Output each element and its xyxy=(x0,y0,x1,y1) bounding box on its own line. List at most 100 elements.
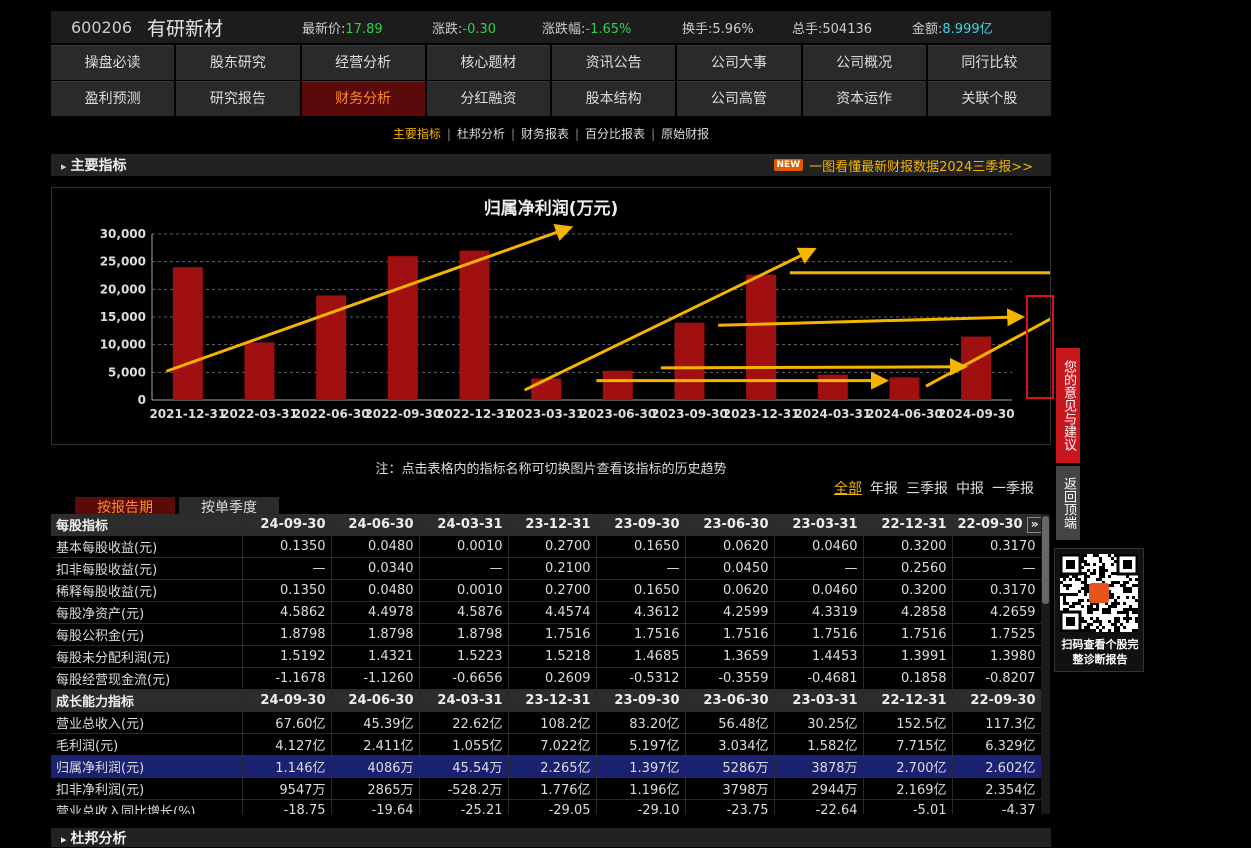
quote-item: 换手:5.96% xyxy=(682,18,792,37)
subnav-item[interactable]: 主要指标 xyxy=(392,127,441,141)
indicator-name[interactable]: 营业总收入同比增长(%) xyxy=(51,799,243,814)
report-filter[interactable]: 一季报 xyxy=(992,481,1034,497)
table-row[interactable]: 每股未分配利润(元) 1.5192 1.4321 1.5223 1.5218 1.4685… xyxy=(51,645,1041,668)
table-row[interactable]: 扣非每股收益(元) —0.0340—0.2100—0.0450—0.2560— xyxy=(51,557,1041,580)
nav-item[interactable]: 经营分析 xyxy=(301,45,425,80)
indicator-name[interactable]: 每股未分配利润(元) xyxy=(51,645,243,668)
date-header-cell: 23-09-30 xyxy=(596,514,686,536)
nav-item[interactable]: 核心题材 xyxy=(426,45,550,80)
report-filter[interactable]: 三季报 xyxy=(906,481,948,497)
table-scrollbar[interactable] xyxy=(1041,514,1050,814)
indicator-value: 7.715亿 xyxy=(863,733,953,756)
indicator-name[interactable]: 基本每股收益(元) xyxy=(51,535,243,558)
quote-item: 总手:504136 xyxy=(792,18,912,37)
chart-bar[interactable] xyxy=(889,377,920,400)
indicator-value: 1.3980 xyxy=(952,645,1041,668)
qr-panel[interactable]: 扫码查看个股完整诊断报告 xyxy=(1054,548,1144,672)
table-row[interactable]: 毛利润(元) 4.127亿 2.411亿 1.055亿 7.022亿 5.197亿 3.03… xyxy=(51,733,1041,756)
nav-item[interactable]: 公司大事 xyxy=(677,45,801,80)
period-tab[interactable]: 按报告期 xyxy=(75,497,175,519)
indicator-name[interactable]: 稀释每股收益(元) xyxy=(51,579,243,602)
nav-item[interactable]: 财务分析 xyxy=(301,81,425,116)
nav-item[interactable]: 同行比较 xyxy=(927,45,1051,80)
bottom-section-bar[interactable]: 杜邦分析 xyxy=(51,828,1051,847)
indicator-value: 7.022亿 xyxy=(508,733,597,756)
indicator-value: 0.0480 xyxy=(331,579,420,602)
table-row[interactable]: 每股净资产(元) 4.5862 4.4978 4.5876 4.4574 4.3612 4.… xyxy=(51,601,1041,624)
table-row[interactable]: 扣非净利润(元) 9547万 2865万 -528.2万 1.776亿 1.196亿 379… xyxy=(51,777,1041,800)
table-row[interactable]: 基本每股收益(元) 0.1350 0.0480 0.0010 0.2700 0.1650 0… xyxy=(51,535,1041,558)
nav-item[interactable]: 股东研究 xyxy=(176,45,300,80)
indicator-name[interactable]: 扣非每股收益(元) xyxy=(51,557,243,580)
subnav-item[interactable]: 百分比报表 xyxy=(585,127,646,141)
report-filter[interactable]: 年报 xyxy=(870,481,898,497)
chart-bar[interactable] xyxy=(746,274,777,400)
indicator-name[interactable]: 毛利润(元) xyxy=(51,733,243,756)
x-tick-label: 2021-12-31 xyxy=(149,407,226,421)
table-row[interactable]: 归属净利润(元) 1.146亿 4086万 45.54万 2.265亿 1.397亿 528… xyxy=(51,755,1041,778)
chart-bar[interactable] xyxy=(531,378,562,400)
indicator-value: 0.0450 xyxy=(685,557,775,580)
nav-item[interactable]: 研究报告 xyxy=(176,81,300,116)
next-page-icon[interactable]: » xyxy=(1026,516,1040,533)
promo-link[interactable]: NEW 一图看懂最新财报数据2024三季报>> xyxy=(773,156,1051,175)
qr-code-icon xyxy=(1060,554,1138,632)
indicator-name[interactable]: 每股经营现金流(元) xyxy=(51,667,243,690)
subnav-item[interactable]: 原始财报 xyxy=(661,127,710,141)
table-row[interactable]: 每股经营现金流(元) -1.1678 -1.1260 -0.6656 0.2609 -0.… xyxy=(51,667,1041,690)
quote-value: -1.65% xyxy=(585,21,632,37)
subnav-separator: | xyxy=(651,127,656,141)
table-row[interactable]: 稀释每股收益(元) 0.1350 0.0480 0.0010 0.2700 0.1650 0… xyxy=(51,579,1041,602)
indicator-value: -29.05 xyxy=(508,799,597,814)
indicator-name[interactable]: 营业总收入(元) xyxy=(51,711,243,734)
date-header-cell: 24-06-30 xyxy=(331,689,420,712)
report-filter[interactable]: 全部 xyxy=(834,481,862,497)
section-bar: 主要指标 NEW 一图看懂最新财报数据2024三季报>> xyxy=(51,154,1051,176)
scroll-thumb[interactable] xyxy=(1042,516,1049,604)
chart-bar[interactable] xyxy=(817,374,848,400)
indicator-value: 5286万 xyxy=(685,755,775,778)
indicator-value: 0.3170 xyxy=(952,579,1041,602)
promo-text: 一图看懂最新财报数据2024三季报>> xyxy=(809,159,1033,175)
back-to-top-button[interactable]: 返回顶端 xyxy=(1056,466,1080,540)
indicator-value: 45.54万 xyxy=(419,755,509,778)
indicator-value: 2944万 xyxy=(774,777,864,800)
chart-bar[interactable] xyxy=(244,342,275,400)
indicator-name[interactable]: 归属净利润(元) xyxy=(51,755,243,778)
nav-item[interactable]: 公司概况 xyxy=(802,45,926,80)
indicator-name[interactable]: 每股公积金(元) xyxy=(51,623,243,646)
indicator-value: 1.7516 xyxy=(685,623,775,646)
indicator-name[interactable]: 扣非净利润(元) xyxy=(51,777,243,800)
nav-item[interactable]: 关联个股 xyxy=(927,81,1051,116)
subnav-item[interactable]: 财务报表 xyxy=(520,127,569,141)
report-filter[interactable]: 中报 xyxy=(956,481,984,497)
nav-item[interactable]: 公司高管 xyxy=(677,81,801,116)
x-tick-label: 2024-06-30 xyxy=(866,407,943,421)
nav-item[interactable]: 资讯公告 xyxy=(552,45,676,80)
feedback-button[interactable]: 您的意见与建议 xyxy=(1056,348,1080,463)
indicator-value: -528.2万 xyxy=(419,777,509,800)
table-row[interactable]: 营业总收入同比增长(%) -18.75 -19.64 -25.21 -29.05 -29.… xyxy=(51,799,1041,814)
quote-value: 504136 xyxy=(822,21,873,37)
nav-item[interactable]: 分红融资 xyxy=(426,81,550,116)
chart-bar[interactable] xyxy=(172,267,203,400)
table-row[interactable]: 营业总收入(元) 67.60亿 45.39亿 22.62亿 108.2亿 83.20亿 56… xyxy=(51,711,1041,734)
chart-bar[interactable] xyxy=(961,336,992,400)
chart-bar[interactable] xyxy=(459,250,490,400)
indicator-value: 0.1650 xyxy=(596,579,686,602)
nav-item[interactable]: 操盘必读 xyxy=(51,45,175,80)
chart-bar[interactable] xyxy=(674,322,705,400)
table-row[interactable]: 每股公积金(元) 1.8798 1.8798 1.8798 1.7516 1.7516 1.… xyxy=(51,623,1041,646)
subnav-separator: | xyxy=(510,127,515,141)
indicator-value: 5.197亿 xyxy=(596,733,686,756)
subnav-item[interactable]: 杜邦分析 xyxy=(456,127,505,141)
indicator-name[interactable]: 每股净资产(元) xyxy=(51,601,243,624)
indicator-value: -0.5312 xyxy=(596,667,686,690)
nav-item[interactable]: 股本结构 xyxy=(552,81,676,116)
nav-item[interactable]: 盈利预测 xyxy=(51,81,175,116)
nav-item[interactable]: 资本运作 xyxy=(802,81,926,116)
indicator-value: -29.10 xyxy=(596,799,686,814)
chart-bar[interactable] xyxy=(387,256,418,400)
chart-bar[interactable] xyxy=(602,370,633,400)
period-tab[interactable]: 按单季度 xyxy=(179,497,279,519)
